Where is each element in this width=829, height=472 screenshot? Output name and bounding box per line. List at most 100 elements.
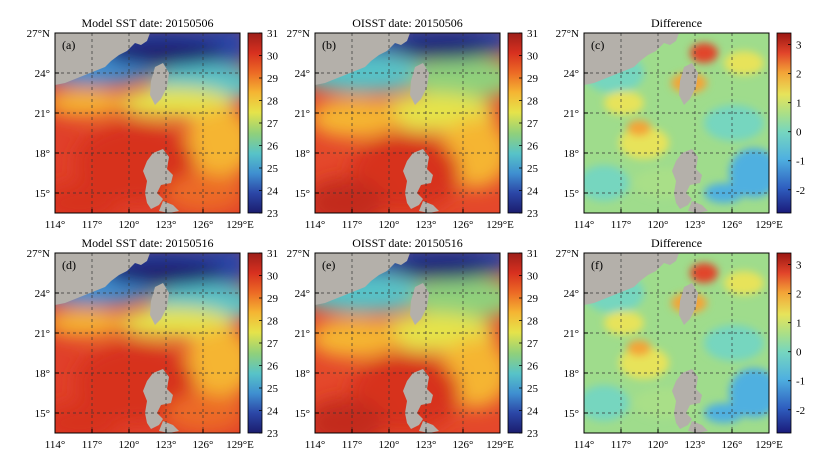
- x-tick-label: 129°E: [755, 439, 783, 451]
- colorbar-tick-label: 29: [527, 73, 539, 85]
- panel-letter: (d): [62, 258, 76, 272]
- x-tick-label: 114°: [305, 219, 326, 231]
- x-tick-label: 117°: [342, 439, 363, 451]
- y-tick-label: 21°: [35, 328, 50, 340]
- x-tick-label: 129°E: [226, 219, 254, 231]
- y-tick-label: 15°: [35, 188, 50, 200]
- colorbar-tick-label: 28: [527, 96, 539, 108]
- colorbar-tick-label: -2: [796, 405, 805, 417]
- colorbar-tick-label: 2: [796, 289, 802, 301]
- colorbar-tick-label: 1: [796, 318, 802, 330]
- colorbar-tick-label: 24: [267, 406, 279, 418]
- x-tick-label: 126°: [722, 439, 743, 451]
- panel-title: OISST date: 20150506: [352, 16, 462, 30]
- y-tick-label: 24°: [295, 288, 310, 300]
- y-tick-label: 27°N: [287, 28, 310, 40]
- colorbar: 31 30 29 28 27 26 25 24 23: [507, 248, 539, 440]
- panel-frame: [583, 32, 770, 214]
- x-tick-label: 123°: [416, 439, 437, 451]
- colorbar-tick-label: 30: [267, 51, 279, 63]
- y-tick-label: 21°: [35, 108, 50, 120]
- y-tick-label: 18°: [295, 148, 310, 160]
- x-tick-label: 114°: [305, 439, 326, 451]
- sst-field: [315, 33, 520, 213]
- x-tick-label: 114°: [574, 219, 595, 231]
- y-tick-label: 15°: [564, 188, 579, 200]
- panel-letter: (c): [591, 38, 604, 52]
- colorbar-tick-label: 2: [796, 69, 802, 81]
- colorbar-tick-label: 27: [527, 118, 539, 130]
- colorbar-tick-label: -1: [796, 376, 805, 388]
- panel-letter: (b): [322, 38, 336, 52]
- colorbar-tick-label: 25: [267, 163, 279, 175]
- colorbar-tick-label: 28: [267, 316, 279, 328]
- x-tick-label: 123°: [156, 439, 177, 451]
- x-tick-label: 129°E: [226, 439, 254, 451]
- colorbar-tick-label: 1: [796, 98, 802, 110]
- colorbar-tick-label: 31: [527, 248, 538, 260]
- colorbar: 31 30 29 28 27 26 25 24 23: [247, 28, 279, 220]
- colorbar-tick-label: 25: [527, 163, 539, 175]
- sst-field: [315, 253, 520, 433]
- colorbar-tick-label: 26: [267, 361, 279, 373]
- y-tick-label: 18°: [295, 368, 310, 380]
- x-tick-label: 120°: [119, 219, 140, 231]
- colorbar-tick-label: 23: [527, 428, 539, 440]
- x-tick-label: 129°E: [486, 439, 514, 451]
- x-tick-label: 126°: [453, 219, 474, 231]
- panel-title: OISST date: 20150516: [352, 236, 462, 250]
- x-tick-label: 114°: [574, 439, 595, 451]
- colorbar-tick-label: 24: [267, 186, 279, 198]
- y-tick-label: 24°: [564, 68, 579, 80]
- panel-frame: [314, 32, 501, 214]
- y-tick-label: 27°N: [556, 28, 579, 40]
- colorbar-tick-label: -1: [796, 156, 805, 168]
- panel-title: Model SST date: 20150516: [81, 236, 213, 250]
- colorbar-tick-label: 29: [267, 73, 279, 85]
- x-tick-label: 123°: [685, 439, 706, 451]
- map-panel-b: OISST date: 20150506 (b) 27°N 24° 21° 18° 15° 1…: [287, 16, 539, 231]
- colorbar-tick-label: 30: [527, 271, 539, 283]
- x-tick-label: 126°: [453, 439, 474, 451]
- y-tick-label: 15°: [295, 408, 310, 420]
- panel-frame: [583, 252, 770, 434]
- colorbar-tick-label: 23: [527, 208, 539, 220]
- colorbar-tick-label: 28: [267, 96, 279, 108]
- y-tick-label: 15°: [295, 188, 310, 200]
- y-tick-label: 24°: [35, 68, 50, 80]
- colorbar-gradient: [776, 32, 792, 214]
- x-tick-label: 126°: [193, 439, 214, 451]
- colorbar: 31 30 29 28 27 26 25 24 23: [247, 248, 279, 440]
- x-tick-label: 129°E: [486, 219, 514, 231]
- x-tick-label: 120°: [379, 219, 400, 231]
- y-tick-label: 21°: [564, 328, 579, 340]
- colorbar-tick-label: 23: [267, 208, 279, 220]
- colorbar: 31 30 29 28 27 26 25 24 23: [507, 28, 539, 220]
- colorbar-tick-label: 26: [527, 361, 539, 373]
- colorbar-tick-label: 26: [527, 141, 539, 153]
- x-tick-label: 123°: [685, 219, 706, 231]
- y-tick-label: 24°: [564, 288, 579, 300]
- x-tick-label: 120°: [379, 439, 400, 451]
- y-tick-label: 18°: [35, 368, 50, 380]
- map-panel-a: Model SST date: 20150506 (a) 27°N 24° 21° 18°…: [27, 16, 279, 231]
- colorbar-tick-label: 23: [267, 428, 279, 440]
- colorbar-tick-label: 29: [527, 293, 539, 305]
- colorbar-tick-label: 27: [527, 338, 539, 350]
- colorbar-tick-label: 28: [527, 316, 539, 328]
- colorbar-tick-label: 3: [796, 260, 802, 272]
- x-tick-label: 117°: [611, 439, 632, 451]
- colorbar-gradient: [776, 252, 792, 434]
- x-tick-label: 117°: [82, 439, 103, 451]
- panel-letter: (e): [322, 258, 335, 272]
- x-tick-label: 126°: [722, 219, 743, 231]
- colorbar-tick-label: 0: [796, 127, 802, 139]
- y-tick-label: 24°: [35, 288, 50, 300]
- panel-title: Difference: [651, 16, 702, 30]
- panel-frame: [54, 32, 241, 214]
- colorbar-tick-label: 25: [267, 383, 279, 395]
- x-tick-label: 117°: [82, 219, 103, 231]
- panel-title: Difference: [651, 236, 702, 250]
